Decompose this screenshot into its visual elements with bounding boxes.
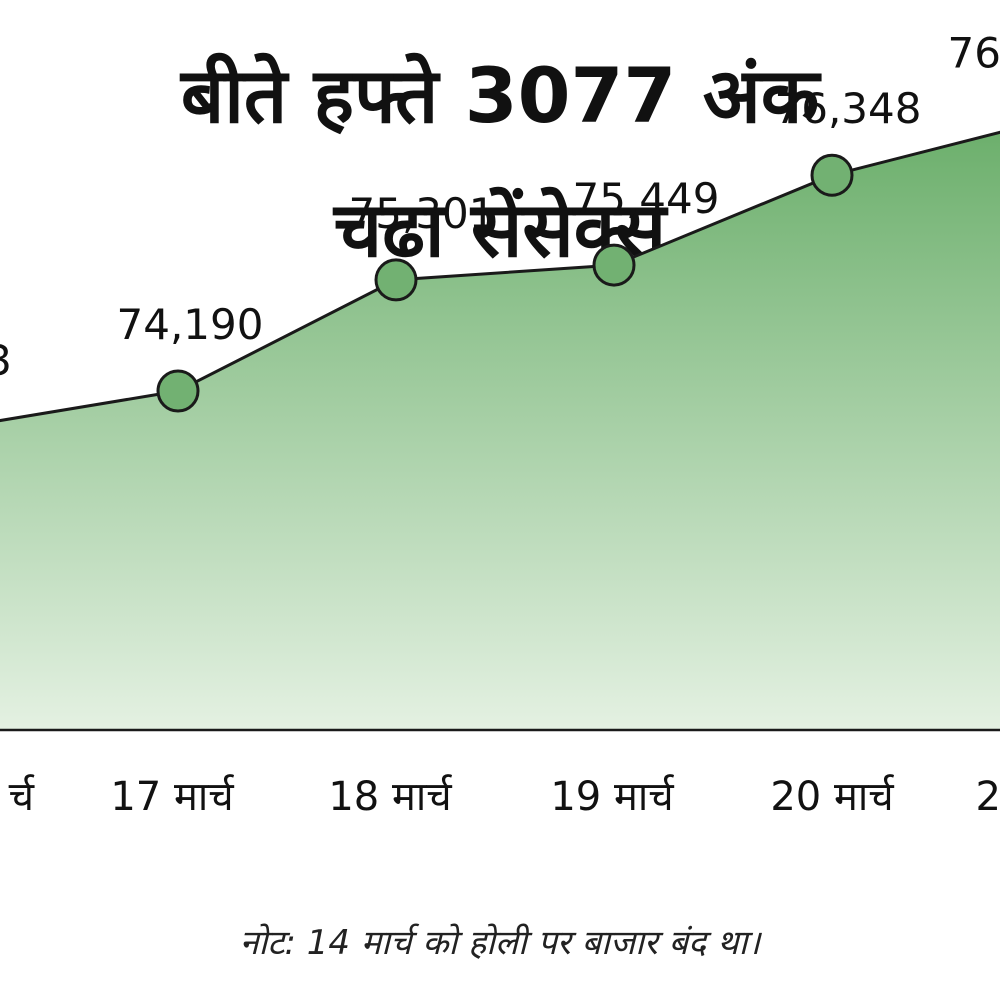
data-label: 76,348 bbox=[775, 84, 922, 133]
plot-area: 3 74,190 75,301 75,449 76,348 76 र्च 17 मार्च 18… bbox=[0, 29, 1000, 820]
data-label: 75,449 bbox=[573, 174, 720, 223]
footnote: नोट: 14 मार्च को होली पर बाजार बंद था। bbox=[239, 923, 761, 963]
area-fill bbox=[0, 132, 1000, 730]
sensex-line bbox=[0, 130, 1000, 423]
x-tick-label: 19 मार्च bbox=[550, 774, 674, 820]
data-label: 75,301 bbox=[349, 189, 496, 238]
x-tick-label: 2 bbox=[976, 774, 1000, 820]
chart-title-line-1: बीते हफ्ते 3077 अंक bbox=[180, 51, 820, 140]
data-point-marker bbox=[374, 258, 418, 302]
data-point-marker bbox=[810, 153, 854, 197]
data-point-marker bbox=[592, 243, 636, 287]
x-tick-label: 20 मार्च bbox=[770, 774, 894, 820]
data-label: 74,190 bbox=[117, 300, 264, 349]
data-point-marker bbox=[156, 369, 200, 413]
x-tick-label: र्च bbox=[9, 774, 35, 820]
data-label: 3 bbox=[0, 336, 12, 385]
x-tick-label: 18 मार्च bbox=[328, 774, 452, 820]
data-label: 76 bbox=[948, 29, 1000, 78]
x-tick-label: 17 मार्च bbox=[110, 774, 234, 820]
